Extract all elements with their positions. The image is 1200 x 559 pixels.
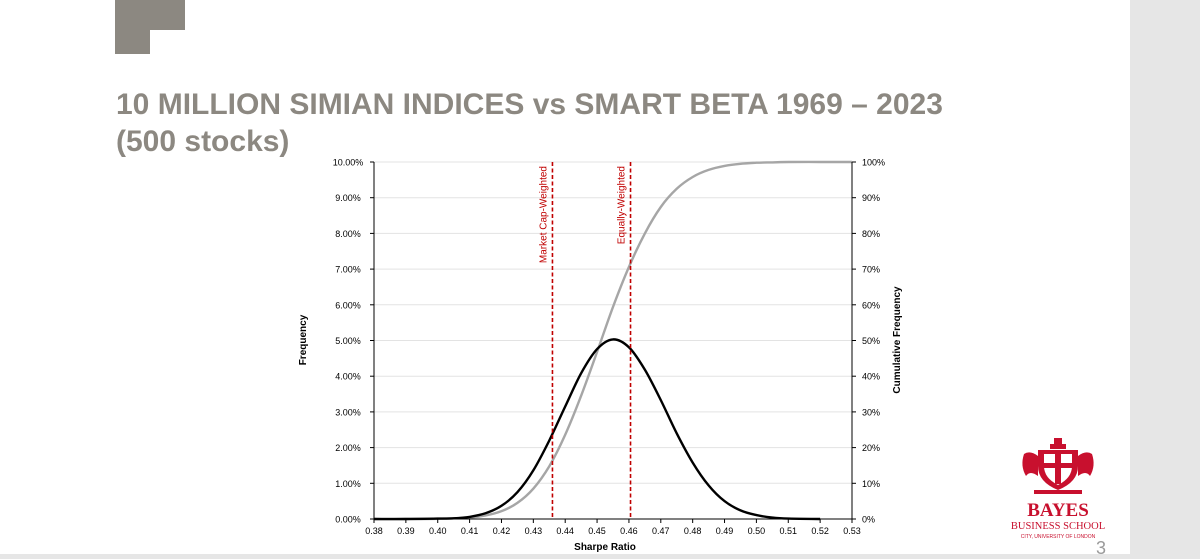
x-tick-label: 0.40 bbox=[429, 526, 447, 536]
y2-tick-label: 50% bbox=[862, 336, 880, 346]
logo-name: BAYES bbox=[1027, 500, 1089, 521]
chart-reference-lines: Market Cap-Weighted Equally-Weighted bbox=[538, 162, 632, 519]
y-tick-label: 6.00% bbox=[335, 300, 361, 310]
slide bbox=[0, 0, 1130, 554]
y2-tick-label: 90% bbox=[862, 193, 880, 203]
y-tick-label: 9.00% bbox=[335, 193, 361, 203]
x-tick-label: 0.44 bbox=[556, 526, 574, 536]
cumulative-series-line bbox=[374, 160, 852, 521]
slide-title-line-2: (500 stocks) bbox=[116, 125, 290, 158]
x-tick-label: 0.53 bbox=[843, 526, 861, 536]
x-axis-label: Sharpe Ratio bbox=[574, 542, 636, 553]
y2-tick-label: 70% bbox=[862, 265, 880, 275]
y-tick-label: 10.00% bbox=[333, 158, 364, 168]
bayes-logo: BAYES BUSINESS SCHOOL CITY, UNIVERSITY O… bbox=[1011, 438, 1105, 540]
x-tick-label: 0.42 bbox=[493, 526, 511, 536]
y2-tick-label: 80% bbox=[862, 229, 880, 239]
x-tick-label: 0.45 bbox=[588, 526, 606, 536]
x-tick-label: 0.50 bbox=[748, 526, 766, 536]
frequency-series-line bbox=[373, 338, 821, 521]
reference-line-label: Equally-Weighted bbox=[617, 166, 628, 244]
y-axis-label: Frequency bbox=[298, 314, 309, 365]
y-tick-label: 5.00% bbox=[335, 336, 361, 346]
y-tick-label: 0.00% bbox=[335, 515, 361, 525]
y2-tick-label: 100% bbox=[862, 158, 885, 168]
y2-axis-label: Cumulative Frequency bbox=[892, 286, 903, 394]
sharpe-ratio-chart: Market Cap-Weighted Equally-Weighted 0.00… bbox=[298, 158, 903, 554]
y-tick-label: 8.00% bbox=[335, 229, 361, 239]
x-tick-label: 0.46 bbox=[620, 526, 638, 536]
y2-tick-label: 10% bbox=[862, 479, 880, 489]
x-tick-label: 0.38 bbox=[365, 526, 383, 536]
logo-university: CITY, UNIVERSITY OF LONDON bbox=[1021, 534, 1096, 540]
x-tick-label: 0.49 bbox=[716, 526, 734, 536]
y-tick-label: 4.00% bbox=[335, 372, 361, 382]
y2-tick-label: 40% bbox=[862, 372, 880, 382]
chart-gridlines bbox=[374, 161, 852, 484]
slide-title-line-1: 10 MILLION SIMIAN INDICES vs SMART BETA … bbox=[116, 88, 943, 121]
chart-axes: 0.00% 0% 1.00% 10% 2.00% 20% 3.00% 30% 4.00% 40% 5… bbox=[333, 158, 885, 537]
slide-title: 10 MILLION SIMIAN INDICES vs SMART BETA … bbox=[116, 86, 1016, 160]
crest-icon bbox=[1022, 438, 1094, 494]
x-tick-label: 0.39 bbox=[397, 526, 415, 536]
y2-tick-label: 60% bbox=[862, 300, 880, 310]
logo-subtitle: BUSINESS SCHOOL bbox=[1011, 521, 1105, 532]
x-tick-label: 0.41 bbox=[461, 526, 479, 536]
y2-tick-label: 0% bbox=[862, 515, 875, 525]
y2-tick-label: 20% bbox=[862, 443, 880, 453]
chart-series bbox=[373, 160, 852, 521]
x-tick-label: 0.43 bbox=[525, 526, 543, 536]
page-number: 3 bbox=[1096, 538, 1107, 558]
y-tick-label: 7.00% bbox=[335, 265, 361, 275]
x-tick-label: 0.47 bbox=[652, 526, 670, 536]
y-tick-label: 1.00% bbox=[335, 479, 361, 489]
x-tick-label: 0.51 bbox=[780, 526, 798, 536]
reference-line-label: Market Cap-Weighted bbox=[538, 166, 549, 263]
x-tick-label: 0.52 bbox=[811, 526, 829, 536]
y2-tick-label: 30% bbox=[862, 407, 880, 417]
y-tick-label: 3.00% bbox=[335, 407, 361, 417]
x-tick-label: 0.48 bbox=[684, 526, 702, 536]
y-tick-label: 2.00% bbox=[335, 443, 361, 453]
